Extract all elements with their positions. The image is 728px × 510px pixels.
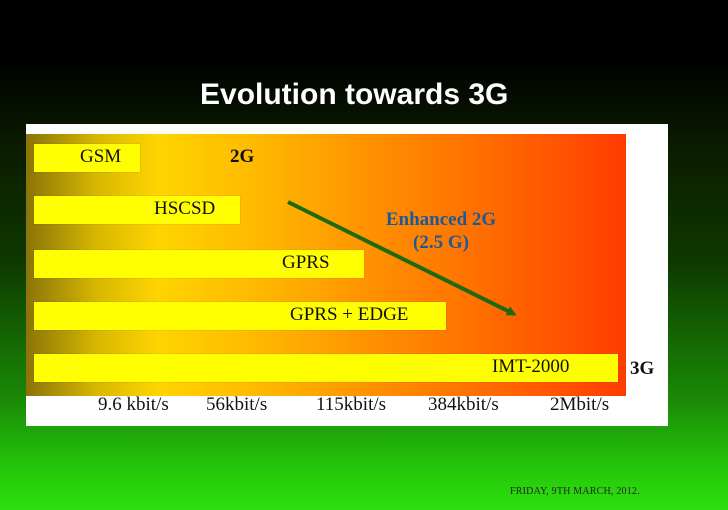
bar-label-imt-2000: IMT-2000 xyxy=(492,356,570,377)
rate-label-4: 384kbit/s xyxy=(428,394,499,415)
label-enhanced-2g: Enhanced 2G (2.5 G) xyxy=(366,208,516,254)
label-enhanced-2g-line1: Enhanced 2G xyxy=(385,209,497,230)
bar-gprs xyxy=(34,250,364,278)
bar-label-gprs-edge: GPRS + EDGE xyxy=(290,304,409,325)
rate-label-5: 2Mbit/s xyxy=(550,394,610,415)
evolution-diagram: GSM HSCSD GPRS GPRS + EDGE IMT-2000 2G 3… xyxy=(26,124,668,426)
bar-imt-2000 xyxy=(34,354,618,382)
bar-hscsd xyxy=(34,196,240,224)
arrow-line xyxy=(287,200,517,316)
slide-title: Evolution towards 3G xyxy=(200,78,509,111)
bar-gprs-edge xyxy=(34,302,446,330)
bar-label-gprs: GPRS xyxy=(282,252,330,273)
bar-label-hscsd: HSCSD xyxy=(154,198,216,219)
rate-label-1: 9.6 kbit/s xyxy=(98,394,169,415)
label-2g: 2G xyxy=(230,146,255,167)
footer-date: FRIDAY, 9TH MARCH, 2012. xyxy=(510,486,640,497)
rate-label-2: 56kbit/s xyxy=(206,394,268,415)
rate-label-3: 115kbit/s xyxy=(316,394,387,415)
bar-label-gsm: GSM xyxy=(80,146,122,167)
label-enhanced-2g-line2: (2.5 G) xyxy=(413,232,469,253)
transition-arrow xyxy=(287,200,517,316)
label-3g: 3G xyxy=(630,358,655,379)
bar-gsm xyxy=(34,144,140,172)
